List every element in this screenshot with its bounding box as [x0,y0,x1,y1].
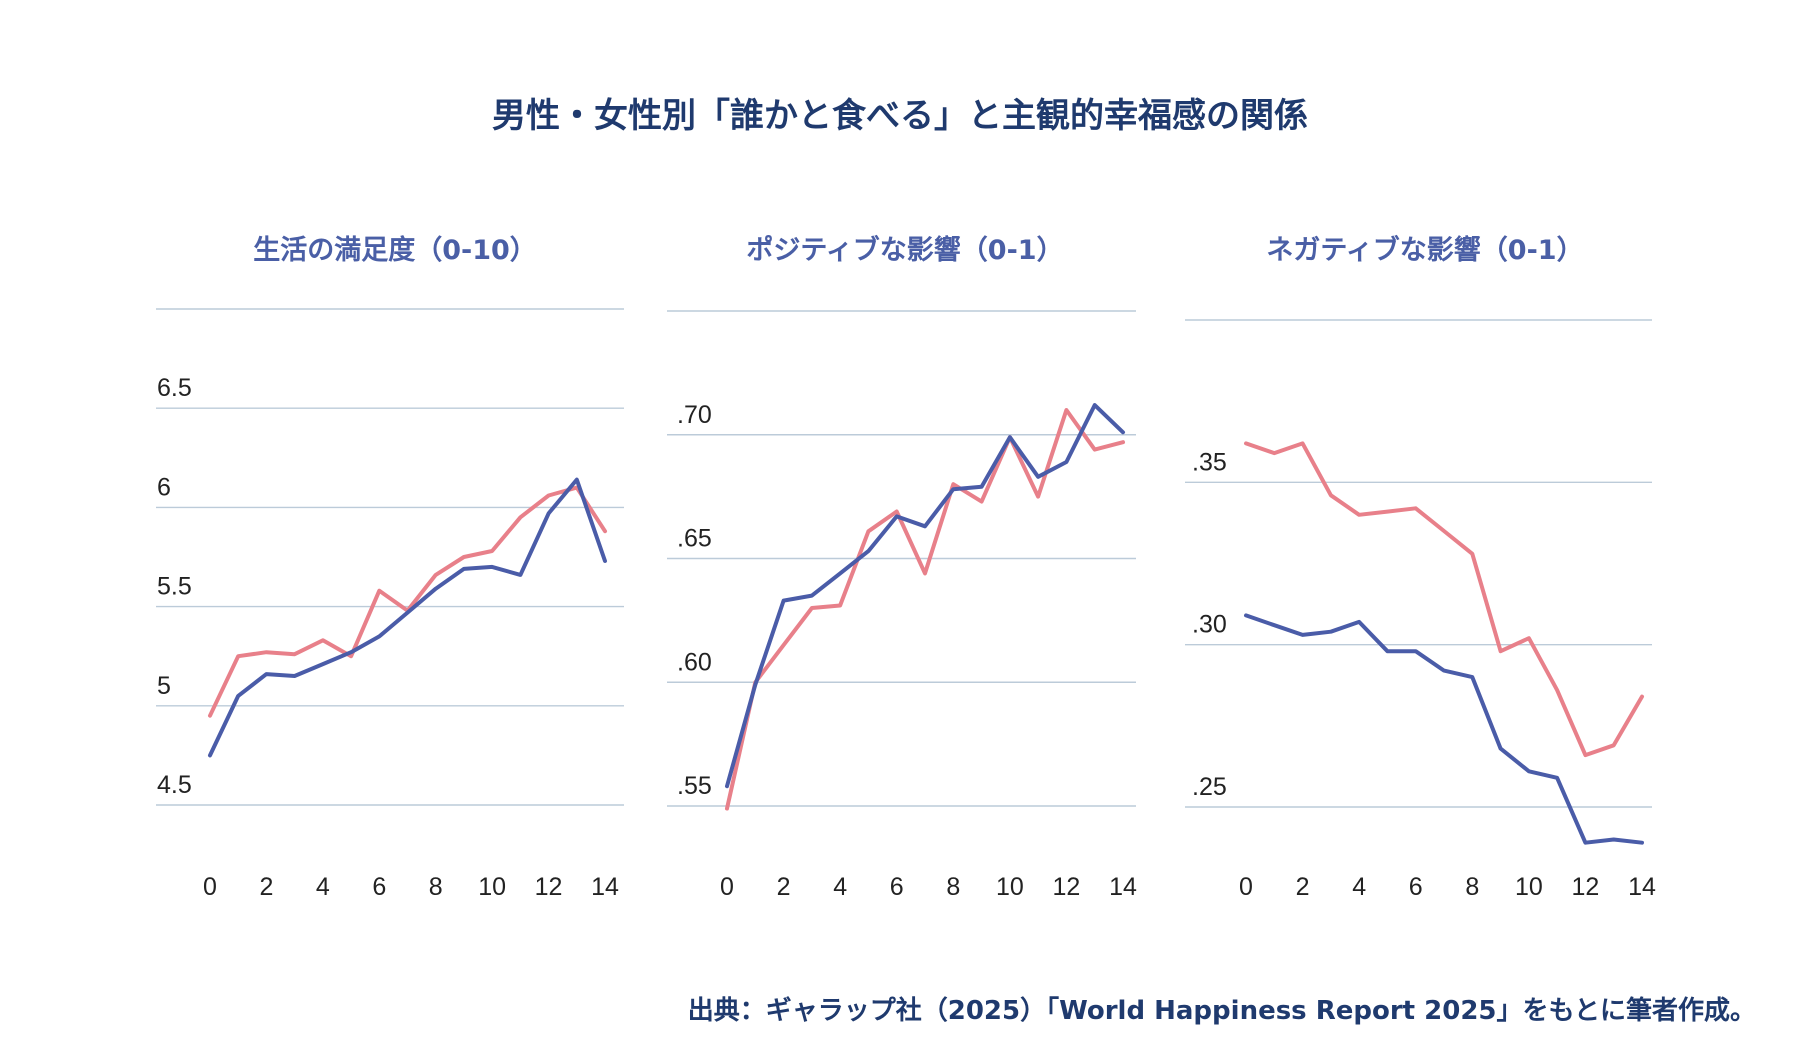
positive-affect-x-tick-label: 12 [1053,873,1081,901]
panel-title-positive-affect: ポジティブな影響（0-1） [746,235,1064,266]
life-satisfaction-x-tick-label: 2 [259,873,273,901]
life-satisfaction-y-tick-label: 5 [157,672,171,700]
positive-affect-x-tick-label: 6 [890,873,904,901]
positive-affect-x-tick-label: 0 [720,873,734,901]
positive-affect-y-tick-label: .60 [677,648,712,676]
life-satisfaction-x-tick-label: 10 [478,873,506,901]
life-satisfaction-y-tick-label: 5.5 [157,573,192,601]
negative-affect-series-line-1 [1244,613,1644,845]
negative-affect-x-tick-label: 8 [1465,873,1479,901]
negative-affect-x-tick-label: 2 [1296,873,1310,901]
life-satisfaction-series-line-1 [208,477,607,758]
panel-negative-affect: .25 .30 .35 0 2 4 6 8 10 12 14 [1185,319,1656,901]
positive-affect-x-tick-label: 8 [946,873,960,901]
life-satisfaction-y-tick-label: 6 [157,473,171,501]
life-satisfaction-y-tick-label: 4.5 [157,771,192,799]
life-satisfaction-y-tick-label: 6.5 [157,374,192,402]
life-satisfaction-x-tick-label: 14 [591,873,619,901]
life-satisfaction-x-tick-label: 12 [535,873,563,901]
positive-affect-x-tick-label: 10 [996,873,1024,901]
panel-title-negative-affect: ネガティブな影響（0-1） [1266,235,1584,266]
chart-main-title: 男性・女性別「誰かと食べる」と主観的幸福感の関係 [492,96,1308,136]
panel-life-satisfaction: 4.5 5 5.5 6 6.5 0 2 4 6 8 10 12 14 [156,308,624,901]
positive-affect-y-tick-label: .70 [677,401,712,429]
negative-affect-y-tick-label: .30 [1192,611,1227,639]
source-note: 出典：ギャラップ社（2025）「World Happiness Report 2… [687,996,1756,1026]
negative-affect-x-tick-label: 0 [1239,873,1253,901]
panel-positive-affect: .55 .60 .65 .70 0 2 4 6 8 10 12 14 [667,310,1137,901]
positive-affect-x-tick-label: 4 [833,873,847,901]
life-satisfaction-x-tick-label: 4 [316,873,330,901]
life-satisfaction-x-tick-label: 0 [203,873,217,901]
negative-affect-y-tick-label: .25 [1192,773,1227,801]
positive-affect-y-tick-label: .65 [677,525,712,553]
positive-affect-series-line-0 [725,408,1125,811]
negative-affect-x-tick-label: 4 [1352,873,1366,901]
life-satisfaction-x-tick-label: 8 [429,873,443,901]
positive-affect-series-line-1 [725,403,1125,789]
life-satisfaction-x-tick-label: 6 [372,873,386,901]
negative-affect-x-tick-label: 6 [1409,873,1423,901]
positive-affect-x-tick-label: 14 [1109,873,1137,901]
positive-affect-x-tick-label: 2 [777,873,791,901]
positive-affect-y-tick-label: .55 [677,772,712,800]
negative-affect-x-tick-label: 14 [1628,873,1656,901]
negative-affect-x-tick-label: 10 [1515,873,1543,901]
panel-title-life-satisfaction: 生活の満足度（0-10） [253,235,537,266]
negative-affect-y-tick-label: .35 [1192,448,1227,476]
negative-affect-x-tick-label: 12 [1572,873,1600,901]
negative-affect-series-line-0 [1244,441,1644,758]
